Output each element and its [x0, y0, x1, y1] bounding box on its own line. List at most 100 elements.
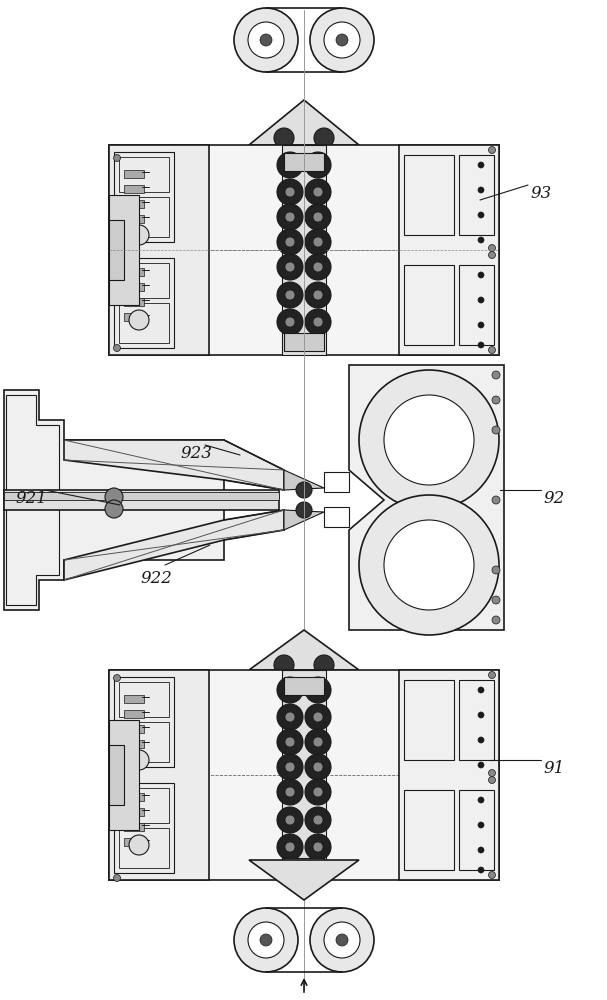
Circle shape — [114, 784, 121, 792]
Polygon shape — [284, 510, 324, 530]
Circle shape — [359, 370, 499, 510]
Circle shape — [492, 396, 500, 404]
Text: 91: 91 — [543, 760, 565, 777]
Bar — [124, 170, 144, 178]
Bar — [459, 265, 494, 345]
Circle shape — [285, 237, 295, 247]
Circle shape — [285, 815, 295, 825]
Circle shape — [114, 674, 121, 682]
Text: 922: 922 — [140, 570, 172, 587]
Bar — [109, 220, 124, 280]
Circle shape — [313, 712, 323, 722]
Bar — [404, 680, 454, 760]
Bar — [119, 828, 169, 868]
Text: 93: 93 — [530, 185, 551, 202]
Circle shape — [234, 908, 298, 972]
Circle shape — [336, 934, 348, 946]
Circle shape — [277, 309, 303, 335]
Circle shape — [478, 822, 484, 828]
Bar — [124, 215, 144, 223]
Circle shape — [478, 712, 484, 718]
Bar — [109, 670, 499, 880]
Circle shape — [114, 770, 121, 776]
Circle shape — [305, 677, 331, 703]
Circle shape — [305, 179, 331, 205]
Bar — [124, 808, 144, 816]
Circle shape — [336, 34, 348, 46]
Circle shape — [478, 687, 484, 693]
Circle shape — [285, 212, 295, 222]
Bar — [459, 680, 494, 760]
Bar — [114, 677, 174, 767]
Bar — [124, 185, 144, 193]
Circle shape — [478, 212, 484, 218]
Circle shape — [324, 922, 360, 958]
Circle shape — [478, 272, 484, 278]
Circle shape — [129, 835, 149, 855]
Circle shape — [234, 8, 298, 72]
Bar — [119, 682, 169, 717]
Circle shape — [492, 566, 500, 574]
Circle shape — [305, 704, 331, 730]
Bar — [282, 145, 326, 355]
Circle shape — [492, 596, 500, 604]
Circle shape — [277, 282, 303, 308]
Circle shape — [313, 187, 323, 197]
Bar — [4, 490, 279, 510]
Circle shape — [260, 934, 272, 946]
Bar — [114, 783, 174, 873]
Bar — [124, 268, 144, 276]
Bar — [124, 740, 144, 748]
Circle shape — [313, 212, 323, 222]
Polygon shape — [64, 510, 284, 580]
Bar — [324, 472, 349, 492]
Circle shape — [313, 317, 323, 327]
Circle shape — [313, 762, 323, 772]
Circle shape — [277, 152, 303, 178]
Polygon shape — [249, 100, 359, 145]
Bar — [119, 157, 169, 192]
Circle shape — [274, 655, 294, 675]
Bar — [109, 145, 209, 355]
Circle shape — [296, 502, 312, 518]
Circle shape — [305, 229, 331, 255]
Bar — [404, 155, 454, 235]
Circle shape — [277, 779, 303, 805]
Circle shape — [478, 737, 484, 743]
Bar — [114, 152, 174, 242]
Circle shape — [478, 237, 484, 243]
Bar — [109, 195, 139, 305]
Circle shape — [105, 500, 123, 518]
Circle shape — [313, 842, 323, 852]
Polygon shape — [284, 470, 324, 490]
Circle shape — [305, 309, 331, 335]
Bar — [109, 745, 124, 805]
Circle shape — [296, 482, 312, 498]
Bar — [399, 670, 499, 880]
Circle shape — [313, 737, 323, 747]
Circle shape — [129, 310, 149, 330]
Circle shape — [248, 22, 284, 58]
Circle shape — [277, 754, 303, 780]
Bar — [124, 793, 144, 801]
Circle shape — [305, 204, 331, 230]
Circle shape — [305, 754, 331, 780]
Circle shape — [277, 204, 303, 230]
Circle shape — [260, 34, 272, 46]
Bar — [324, 507, 349, 527]
Circle shape — [492, 616, 500, 624]
Circle shape — [305, 152, 331, 178]
Circle shape — [277, 834, 303, 860]
Bar — [124, 695, 144, 703]
Circle shape — [285, 712, 295, 722]
Circle shape — [129, 750, 149, 770]
Bar — [459, 155, 494, 235]
Polygon shape — [4, 390, 224, 610]
Circle shape — [285, 187, 295, 197]
Circle shape — [492, 496, 500, 504]
Circle shape — [489, 871, 495, 879]
Bar — [109, 670, 209, 880]
Bar — [119, 788, 169, 823]
Circle shape — [478, 867, 484, 873]
Bar — [282, 670, 326, 880]
